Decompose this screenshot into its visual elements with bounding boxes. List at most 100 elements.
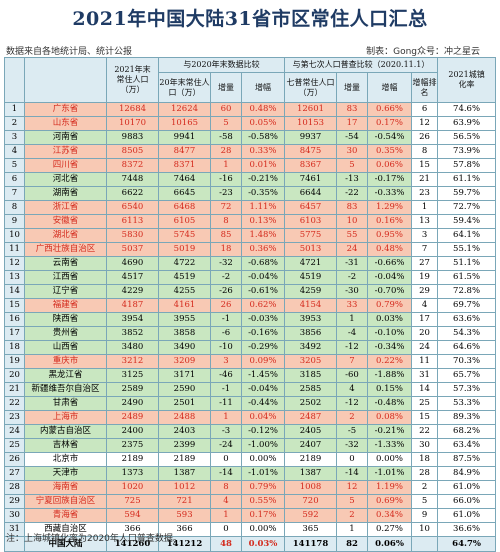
pop2020-cell: 6105 [158,214,211,229]
rank-cell: 13 [411,214,439,229]
increase-2020-cell: -58 [210,130,242,145]
increase-2020-cell: 1 [210,508,242,523]
table-row: 15 福建省 4187 4161 26 0.62% 4154 33 0.79% 4 69.7% [4,298,497,313]
rate-census-cell: -1.33% [367,438,413,453]
increase-2020-cell: -1 [210,382,242,397]
table-row: 21 新疆维吾尔自治区 2589 2590 -1 -0.04% 2585 4 0.15% 14 57… [4,382,497,397]
increase-census-cell: 33 [336,298,369,313]
rate-2020-cell: -1.45% [240,368,286,383]
pop2020-cell: 4519 [158,270,211,285]
rate-2020-cell: 0.33% [240,144,286,159]
table-row: 28 海南省 1020 1012 8 0.79% 1008 12 1.19% 2 61.0% [4,480,497,495]
index-cell: 21 [4,382,25,397]
increase-2020-cell: -23 [210,186,242,201]
urban-rate-cell: 51.1% [437,256,497,271]
page-title: 2021年中国大陆31省市区常住人口汇总 [72,8,428,30]
pop2021-cell: 2189 [106,452,159,467]
table-row: 13 江西省 4517 4519 -2 -0.04% 4519 -2 -0.04% 19 61.5% [4,270,497,285]
province-cell: 湖南省 [24,186,107,201]
increase-census-cell: -22 [336,186,369,201]
province-cell: 青海省 [24,508,107,523]
province-cell: 江西省 [24,270,107,285]
source-note: 数据来自各地统计局、统计公报 [6,47,133,57]
increase-census-cell: 30 [336,144,369,159]
urban-rate-cell: 61.0% [437,480,497,495]
rate-census-cell: -0.34% [367,340,413,355]
pop2021-cell: 594 [106,508,159,523]
urban-rate-cell: 57.3% [437,382,497,397]
pop2020-cell: 2488 [158,410,211,425]
rate-census-cell: -0.17% [367,172,413,187]
rank-cell: 18 [411,452,439,467]
urban-rate-cell: 63.4% [437,438,497,453]
rank-cell: 31 [411,368,439,383]
province-cell: 云南省 [24,256,107,271]
header-rate-2020: 增幅 [240,72,286,103]
urban-rate-cell: 70.3% [437,354,497,369]
urban-rate-cell: 66.0% [437,494,497,509]
index-cell: 22 [4,396,25,411]
pop2020-cell: 3171 [158,368,211,383]
province-cell: 浙江省 [24,200,107,215]
rank-cell: 7 [411,242,439,257]
table-row: 12 云南省 4690 4722 -32 -0.68% 4721 -31 -0.66% 27 51.… [4,256,497,271]
increase-2020-cell: 8 [210,480,242,495]
table-body: 1 广东省 12684 12624 60 0.48% 12601 83 0.66% 6 74.6% 2… [4,102,497,552]
pop2020-cell: 5745 [158,228,211,243]
table-row: 9 安徽省 6113 6105 8 0.13% 6103 10 0.16% 13 59.4% [4,214,497,229]
increase-2020-cell: 1 [210,158,242,173]
rate-2020-cell: -0.35% [240,186,286,201]
index-cell: 14 [4,284,25,299]
province-cell: 陕西省 [24,312,107,327]
census-pop-cell: 1387 [284,466,338,481]
urban-rate-cell: 89.3% [437,410,497,425]
rank-cell: 1 [411,200,439,215]
rate-2020-cell: -0.03% [240,312,286,327]
rate-census-cell: -0.04% [367,270,413,285]
header-pop2021: 2021年末常住人口（万） [106,57,159,103]
rate-2020-cell: 0.36% [240,242,286,257]
increase-2020-cell: 1 [210,410,242,425]
pop2020-cell: 1012 [158,480,211,495]
pop2021-cell: 3125 [106,368,159,383]
index-cell: 30 [4,508,25,523]
rate-census-cell: 0.48% [367,242,413,257]
pop2021-cell: 4229 [106,284,159,299]
urban-rate-cell: 64.1% [437,228,497,243]
census-pop-cell: 5013 [284,242,338,257]
increase-census-cell: 82 [336,536,369,552]
rank-cell: 2 [411,480,439,495]
rate-2020-cell: 0.09% [240,354,286,369]
header-rate-census: 增幅 [367,72,413,103]
table-row: 27 天津市 1373 1387 -14 -1.01% 1387 -14 -1.01% 28 84.… [4,466,497,481]
pop2021-cell: 2490 [106,396,159,411]
rank-cell: 20 [411,326,439,341]
rank-cell: 26 [411,130,439,145]
rate-census-cell: 0.22% [367,354,413,369]
header-province [24,57,107,103]
census-pop-cell: 4259 [284,284,338,299]
pop2021-cell: 3212 [106,354,159,369]
province-cell: 黑龙江省 [24,368,107,383]
census-pop-cell: 6457 [284,200,338,215]
census-pop-cell: 3185 [284,368,338,383]
pop2020-cell: 4161 [158,298,211,313]
rank-cell: 19 [411,270,439,285]
pop2020-cell: 3955 [158,312,211,327]
province-cell: 河南省 [24,130,107,145]
urban-rate-cell: 68.2% [437,424,497,439]
increase-2020-cell: -14 [210,466,242,481]
pop2021-cell: 6622 [106,186,159,201]
urban-rate-cell: 57.8% [437,158,497,173]
table-row: 25 吉林省 2375 2399 -24 -1.00% 2407 -32 -1.33% 30 63.… [4,438,497,453]
increase-census-cell: 24 [336,242,369,257]
rate-2020-cell: 1.11% [240,200,286,215]
rate-census-cell: 0.15% [367,382,413,397]
increase-census-cell: -30 [336,284,369,299]
pop2021-cell: 3480 [106,340,159,355]
pop2021-cell: 7448 [106,172,159,187]
province-cell: 福建省 [24,298,107,313]
index-cell: 9 [4,214,25,229]
index-cell: 29 [4,494,25,509]
rate-census-cell: 0.03% [367,312,413,327]
